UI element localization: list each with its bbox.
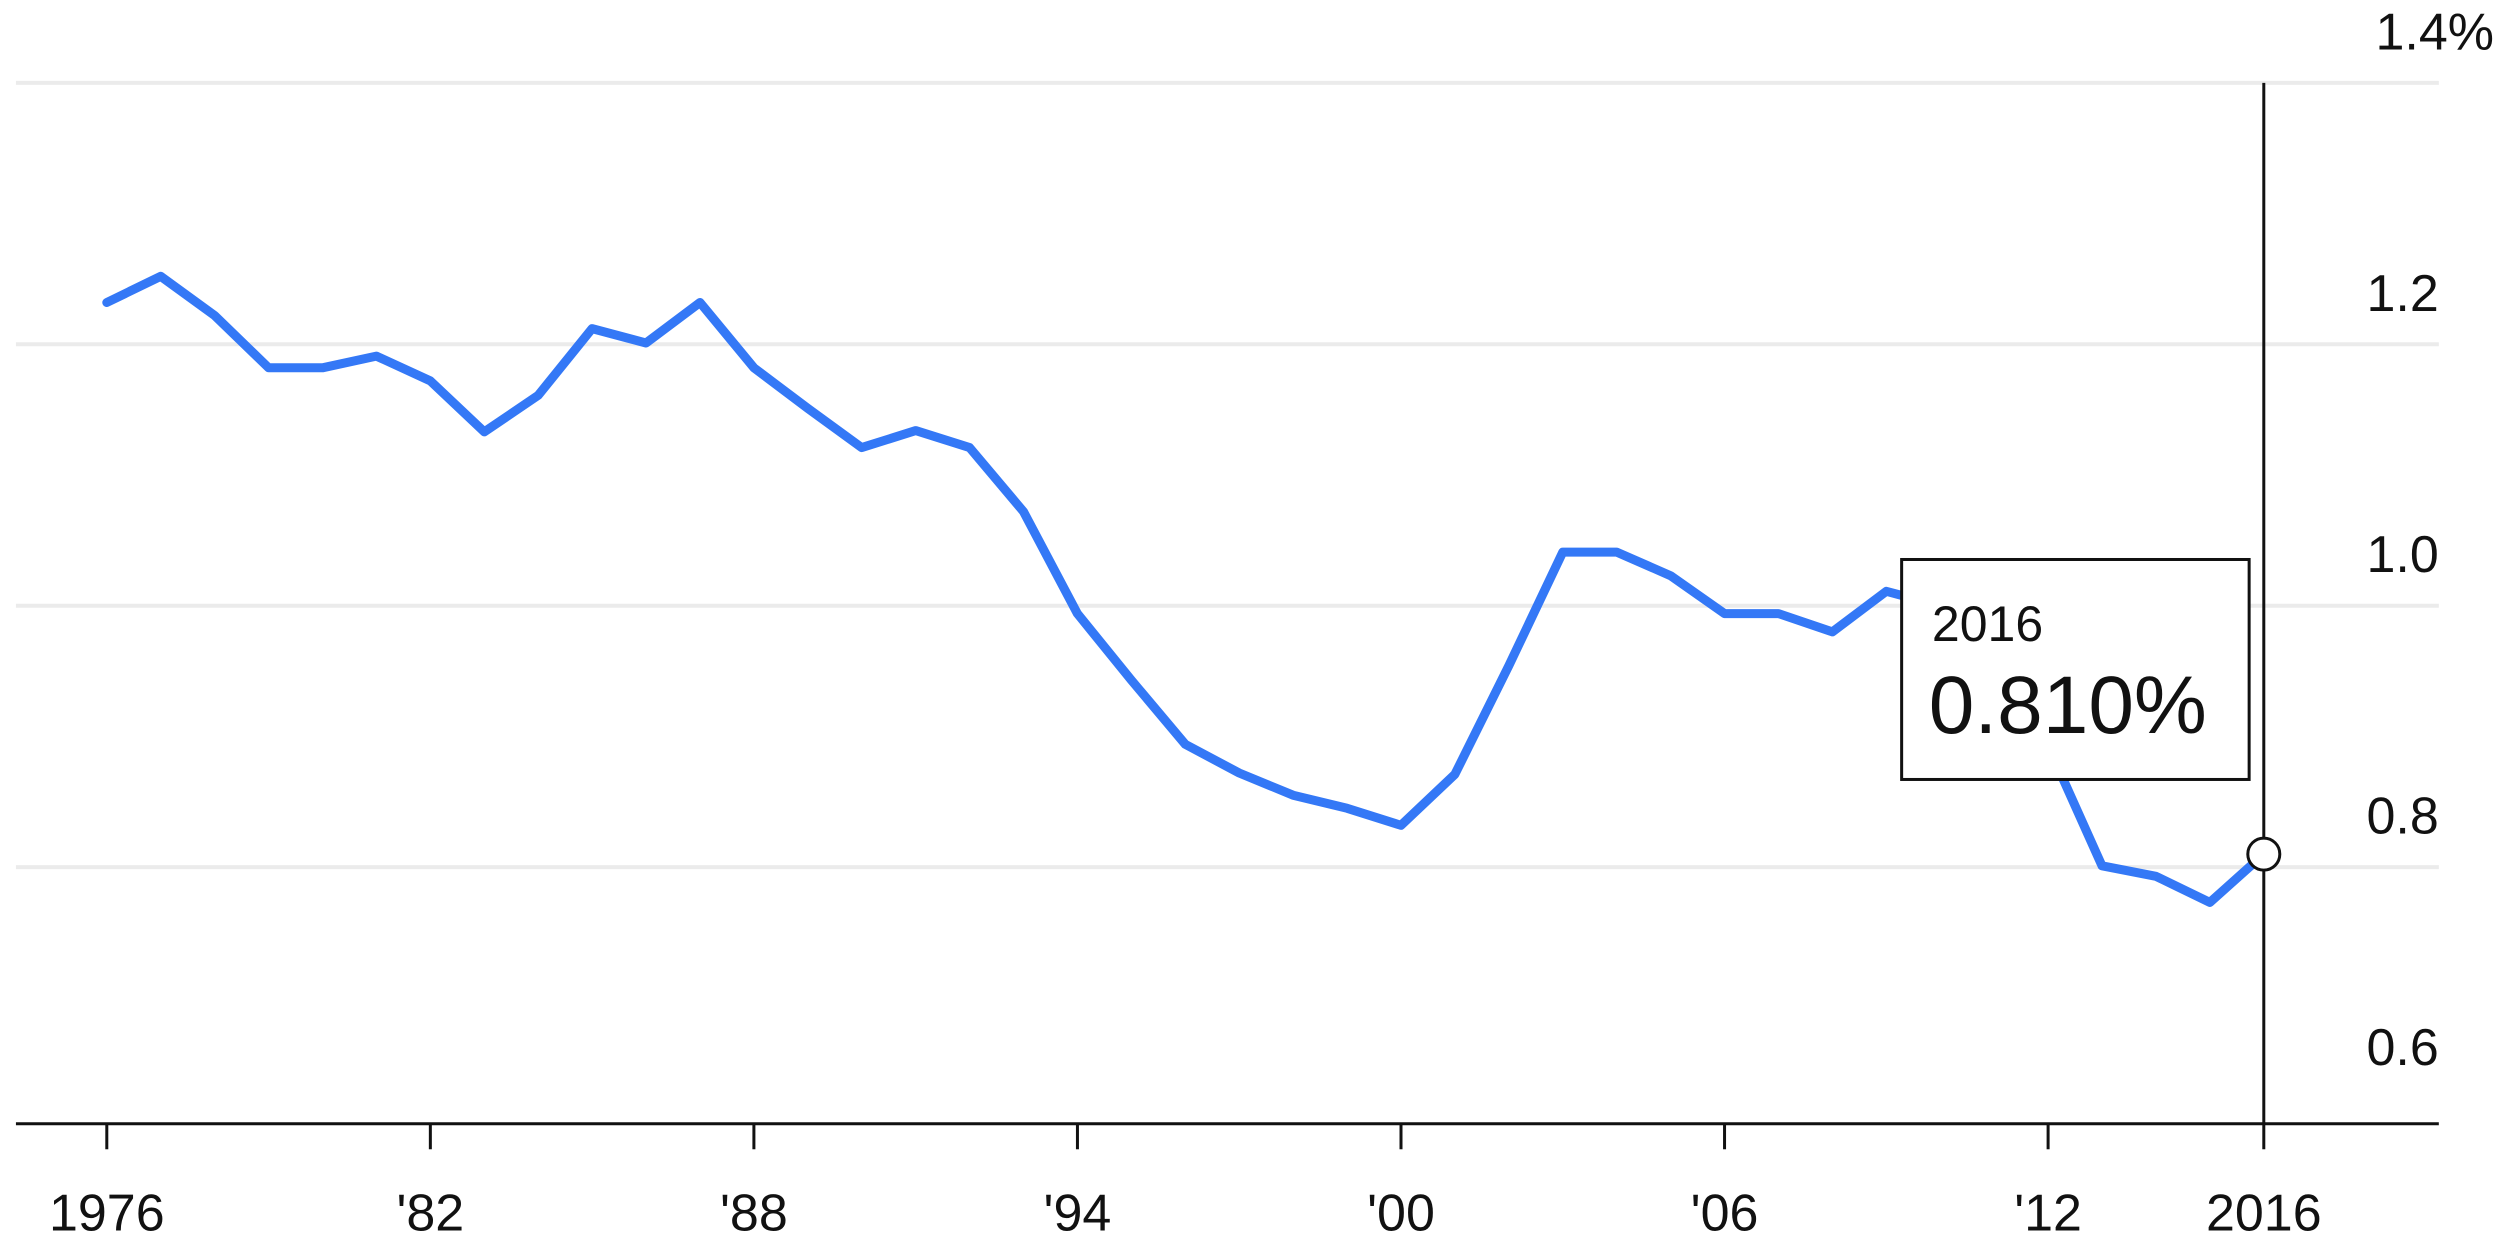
x-tick-label: 2016 [2206,1185,2322,1234]
x-axis: 1976 '82 '88 '94 '00 '06 '12 2016 [15,1122,2439,1234]
y-tick-label: 1.0 [2367,526,2439,584]
x-tick-label: '00 [1367,1185,1435,1234]
y-tick-label: 0.8 [2367,788,2439,846]
tooltip-box [1900,557,2251,781]
x-tick-label: '12 [2014,1185,2082,1234]
x-tick-label: '82 [396,1185,464,1234]
x-tick-label: '94 [1044,1185,1112,1234]
tooltip: 2016 0.810% [1900,557,2251,781]
x-tick-label: '06 [1691,1185,1759,1234]
y-tick-label: 0.6 [2367,1019,2439,1077]
y-tick-label: 1.4% [2375,3,2494,61]
tooltip-value: 0.810% [1929,660,2207,751]
x-tick-label: 1976 [49,1185,165,1234]
tooltip-year: 2016 [1932,596,2043,652]
y-axis: 0.6 0.8 1.0 1.2 1.4% [2367,3,2494,1076]
y-tick-label: 1.2 [2367,265,2439,323]
x-tick-label: '88 [720,1185,788,1234]
highlight-point[interactable] [2246,836,2282,872]
